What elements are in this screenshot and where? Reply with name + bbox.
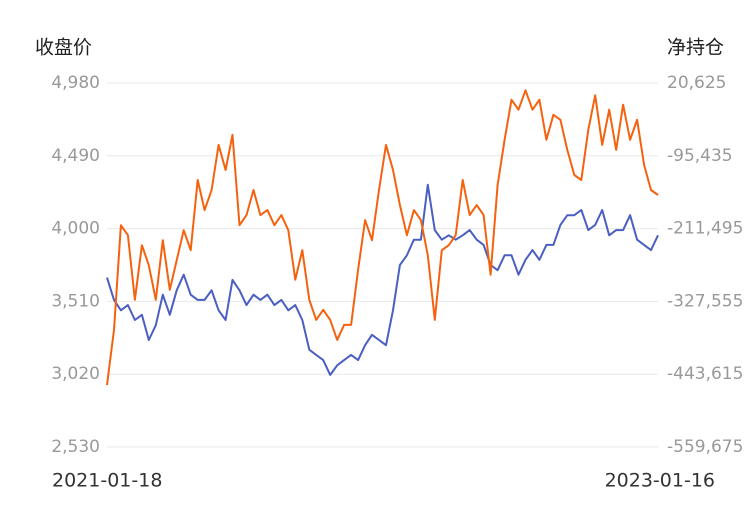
y2-tick-label: -559,675: [667, 437, 743, 457]
x-tick-label: 2021-01-18: [52, 470, 162, 492]
y2-tick-label: -327,555: [667, 291, 743, 311]
x-tick-label: 2023-01-16: [605, 470, 715, 492]
y2-tick-label: -95,435: [667, 146, 733, 166]
y2-tick-label: -211,495: [667, 219, 743, 239]
y-tick-label: 3,510: [51, 291, 100, 311]
y2-tick-label: -443,615: [667, 364, 743, 384]
y2-axis-title: 净持仓: [667, 37, 724, 59]
y-tick-label: 2,530: [51, 437, 100, 457]
y-tick-label: 4,000: [51, 219, 100, 239]
y-tick-label: 3,020: [51, 364, 100, 384]
y-axis-title: 收盘价: [35, 37, 92, 59]
y2-tick-label: 20,625: [667, 73, 726, 93]
line: [106, 183, 659, 376]
line: [106, 89, 659, 386]
y-tick-label: 4,490: [51, 146, 100, 166]
y-tick-label: 4,980: [51, 73, 100, 93]
